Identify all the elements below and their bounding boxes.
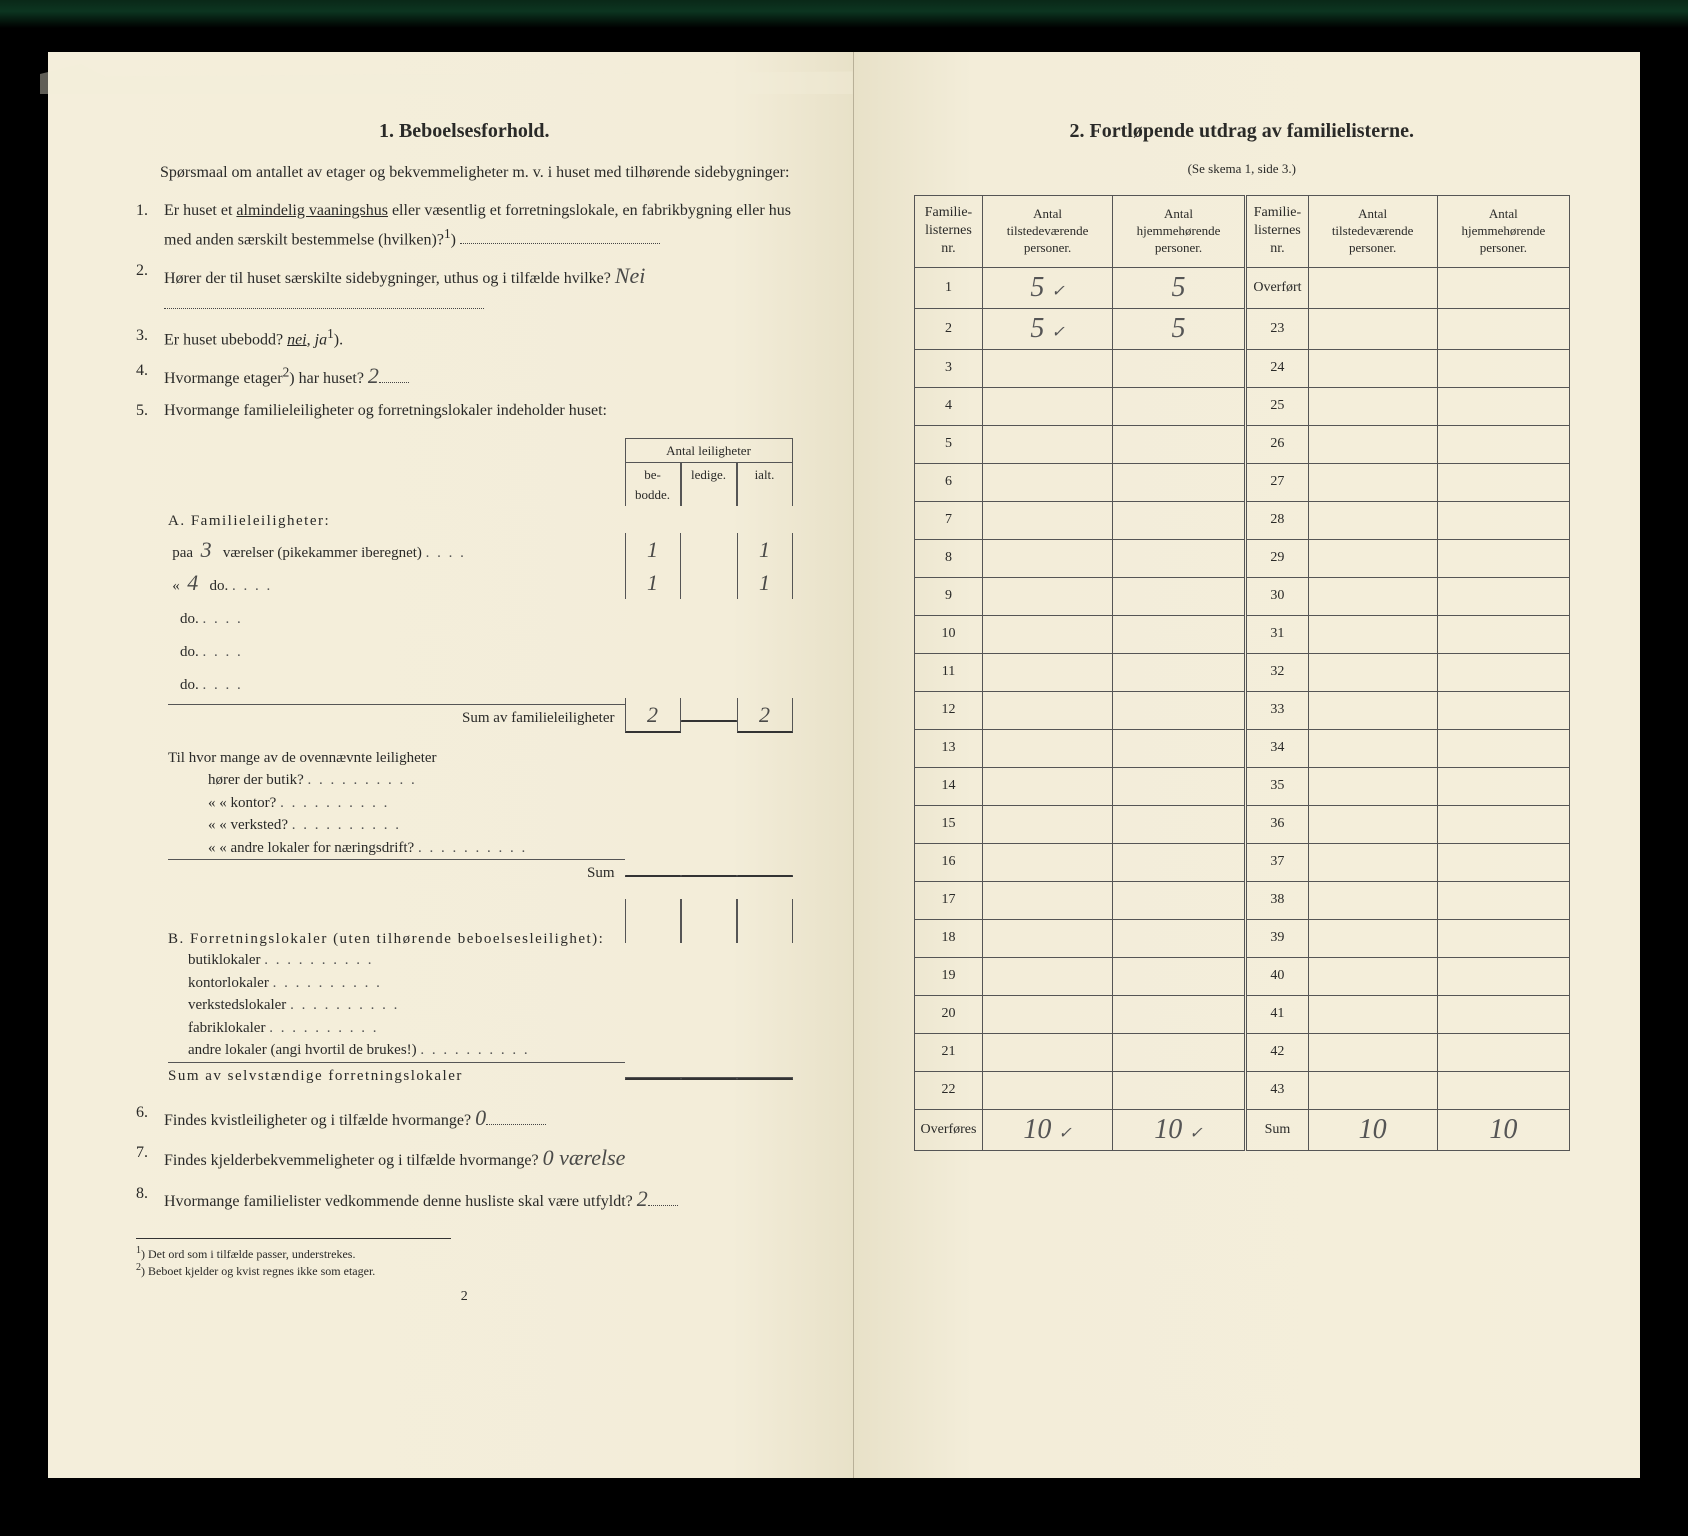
table-row: 10 31 bbox=[914, 615, 1570, 653]
table-row: 4 25 bbox=[914, 387, 1570, 425]
table-row: 8 29 bbox=[914, 539, 1570, 577]
table-row: 13 34 bbox=[914, 729, 1570, 767]
table-row: 21 42 bbox=[914, 1033, 1570, 1071]
footnotes: 1) Det ord som i tilfælde passer, unders… bbox=[136, 1238, 451, 1279]
table-row: 18 39 bbox=[914, 919, 1570, 957]
mid-row: hører der butik? . . . . . . . . . . bbox=[168, 769, 793, 792]
page-right: 2. Fortløpende utdrag av familielisterne… bbox=[854, 52, 1641, 1478]
family-list-table: Familie- listernes nr. Antal tilstedevær… bbox=[914, 195, 1571, 1151]
antal-header: Antal leiligheter bbox=[625, 438, 793, 464]
table-row: 19 40 bbox=[914, 957, 1570, 995]
page-number-left: 2 bbox=[136, 1289, 793, 1305]
question-list-2: 6.Findes kvistleiligheter og i tilfælde … bbox=[136, 1101, 793, 1215]
table-sum-row: Overføres 10 ✓ 10 ✓ Sum 10 10 bbox=[914, 1109, 1570, 1150]
a-sum-bebodde: 2 bbox=[625, 698, 681, 733]
q4-answer: 2 bbox=[368, 363, 379, 388]
table-row: 6 27 bbox=[914, 463, 1570, 501]
a-head: A. Familieleiligheter: bbox=[168, 510, 793, 533]
right-subtitle: (Se skema 1, side 3.) bbox=[914, 161, 1571, 177]
q1: 1. Er huset et almindelig vaaningshus el… bbox=[164, 199, 793, 253]
scanner-gradient bbox=[0, 0, 1688, 28]
mid-row: « « kontor? . . . . . . . . . . bbox=[168, 792, 793, 815]
table-row: 7 28 bbox=[914, 501, 1570, 539]
q8-answer: 2 bbox=[637, 1186, 648, 1211]
table-row: 5 26 bbox=[914, 425, 1570, 463]
a-row: « do. . . . . bbox=[168, 632, 793, 665]
table-row: 20 41 bbox=[914, 995, 1570, 1033]
table-row: 2 5 ✓ 5 23 bbox=[914, 308, 1570, 349]
question-list: 1. Er huset et almindelig vaaningshus el… bbox=[136, 199, 793, 424]
q5: 5. Hvormange familieleiligheter og forre… bbox=[164, 399, 793, 424]
left-title: 1. Beboelsesforhold. bbox=[136, 120, 793, 143]
table-row: 15 36 bbox=[914, 805, 1570, 843]
q8: 8.Hvormange familielister vedkommende de… bbox=[164, 1182, 793, 1216]
q7: 7.Findes kjelderbekvemmeligheter og i ti… bbox=[164, 1141, 793, 1175]
mid-row: « « andre lokaler for næringsdrift? . . … bbox=[168, 837, 793, 860]
b-row: andre lokaler (angi hvortil de brukes!) … bbox=[168, 1039, 793, 1062]
table-row: 14 35 bbox=[914, 767, 1570, 805]
table-row: 17 38 bbox=[914, 881, 1570, 919]
b-row: fabriklokaler . . . . . . . . . . bbox=[168, 1017, 793, 1040]
section-a-table: Antal leiligheter be- bodde. ledige. ial… bbox=[168, 438, 793, 1088]
intro-text: Spørsmaal om antallet av etager og bekve… bbox=[136, 161, 793, 185]
b-row: kontorlokaler . . . . . . . . . . bbox=[168, 972, 793, 995]
table-row: 11 32 bbox=[914, 653, 1570, 691]
q2: 2. Hører der til huset særskilte sidebyg… bbox=[164, 259, 793, 318]
page-left: 1. Beboelsesforhold. Spørsmaal om antall… bbox=[48, 52, 854, 1478]
a-row: « do. . . . . bbox=[168, 599, 793, 632]
table-row: 16 37 bbox=[914, 843, 1570, 881]
b-row: verkstedslokaler . . . . . . . . . . bbox=[168, 994, 793, 1017]
right-title: 2. Fortløpende utdrag av familielisterne… bbox=[914, 120, 1571, 143]
q6-answer: 0 bbox=[475, 1105, 486, 1130]
book-spread: 1. Beboelsesforhold. Spørsmaal om antall… bbox=[48, 52, 1640, 1478]
a-sum-ledige bbox=[681, 720, 737, 722]
q2-answer: Nei bbox=[615, 263, 646, 288]
q3: 3. Er huset ubebodd? nei, ja1). bbox=[164, 324, 793, 353]
q6: 6.Findes kvistleiligheter og i tilfælde … bbox=[164, 1101, 793, 1135]
q7-answer: 0 værelse bbox=[543, 1145, 626, 1170]
table-row: 3 24 bbox=[914, 349, 1570, 387]
b-row: butiklokaler . . . . . . . . . . bbox=[168, 949, 793, 972]
a-sum-ialt: 2 bbox=[737, 698, 793, 733]
table-row: 9 30 bbox=[914, 577, 1570, 615]
a-row: 1 paa 3 værelser (pikekammer iberegnet) … bbox=[168, 533, 793, 566]
table-row: 22 43 bbox=[914, 1071, 1570, 1109]
a-row: 1 « 4 do. . . . . 1 1 bbox=[168, 566, 793, 599]
mid-row: « « verksted? . . . . . . . . . . bbox=[168, 814, 793, 837]
a-row: « do. . . . . bbox=[168, 665, 793, 698]
q4: 4. Hvormange etager2) har huset? 2 bbox=[164, 359, 793, 393]
table-row: 12 33 bbox=[914, 691, 1570, 729]
table-row: 1 5 ✓ 5 Overført bbox=[914, 267, 1570, 308]
